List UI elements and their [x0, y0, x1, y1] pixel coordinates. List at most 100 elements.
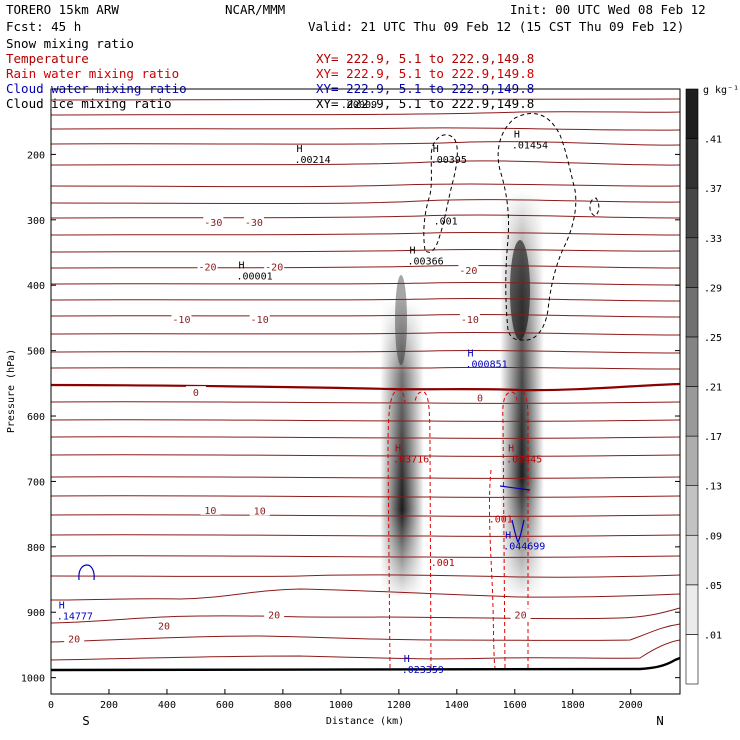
isotherm [51, 495, 680, 498]
isotherm [51, 111, 680, 116]
isotherm-label: 10 [204, 506, 216, 517]
isotherm-label-bg [197, 260, 218, 272]
isotherm [51, 588, 680, 601]
y-tick-label: 700 [27, 477, 45, 488]
colorbar-swatch [685, 336, 699, 387]
terrain-line [51, 656, 680, 672]
header: TORERO 15km ARW NCAR/MMM Init: 00 UTC We… [6, 2, 706, 34]
isotherm [51, 366, 680, 370]
rain-contour [414, 391, 432, 669]
rain-contour [387, 389, 406, 669]
isotherm-label-bg [249, 312, 270, 324]
maximum-value: .01454 [512, 141, 548, 152]
plot-area [51, 98, 680, 672]
x-tick-label: 1400 [445, 700, 469, 711]
isotherm-label-bg [249, 504, 270, 516]
model-title: TORERO 15km ARW [6, 2, 119, 17]
cloud-water-contours [78, 485, 531, 581]
x-tick-label: 1000 [329, 700, 353, 711]
x-tick-label: 800 [274, 700, 292, 711]
isotherm [51, 401, 680, 404]
isotherm-label: -10 [251, 315, 269, 326]
colorbar-swatch [685, 435, 699, 486]
y-tick-label: 1000 [21, 674, 45, 685]
maximum-marker: H [404, 654, 410, 665]
isotherm [51, 297, 680, 302]
snow-core-2 [510, 240, 530, 340]
snow-column-1 [380, 225, 424, 595]
org-title: NCAR/MMM [225, 2, 285, 17]
isotherm-label: -20 [459, 266, 477, 277]
isotherm-label-bg [203, 216, 224, 228]
colorbar-swatch [685, 634, 699, 685]
colorbar-level: .17 [704, 432, 722, 443]
colorbar-level: .33 [704, 234, 722, 245]
maximum-marker: H [433, 144, 439, 155]
isotherm-label: 10 [254, 507, 266, 518]
isotherm [51, 454, 680, 457]
isotherm [51, 127, 680, 131]
north-end-label: N [656, 713, 664, 728]
isotherm-label-bg [469, 391, 490, 403]
isotherm-label-bg [64, 632, 85, 644]
x-axis: 0 200 400 600 800 1000 1200 1400 1600 1800 2000 [48, 689, 643, 711]
isotherm [51, 160, 680, 166]
y-tick-label: 200 [27, 150, 45, 161]
maximum-value: .00001 [237, 271, 273, 282]
field-name-cloud-ice: Cloud ice mixing ratio [6, 96, 172, 111]
isotherm [51, 514, 680, 517]
isotherm-label: 20 [68, 635, 80, 646]
maximum-value: .03716 [393, 454, 429, 465]
colorbar-level: .41 [704, 135, 722, 146]
rain-contours [387, 389, 529, 669]
colorbar-level: .01 [704, 630, 722, 641]
maximum-value: .023359 [402, 665, 444, 676]
x-axis-label: Distance (km) [326, 716, 404, 727]
isotherm-label-bg [154, 619, 175, 631]
maximum-value: .14777 [57, 611, 93, 622]
maximum-marker: H [514, 130, 520, 141]
isotherm [51, 419, 680, 422]
colorbar-swatch [685, 386, 699, 437]
rain-contour [502, 391, 518, 669]
colorbar-unit: g kg⁻¹ [703, 85, 739, 96]
colorbar-swatch [685, 485, 699, 536]
snow-contour [497, 113, 577, 341]
isotherm-label-bg [458, 263, 479, 275]
isotherm [51, 264, 680, 269]
isotherm [51, 555, 680, 558]
colorbar-level: .21 [704, 383, 722, 394]
snow-contour [423, 134, 458, 253]
isotherm-label: 0 [193, 388, 199, 399]
isotherm-label-bg [171, 312, 192, 324]
isotherm [51, 639, 680, 661]
y-tick-label: 800 [27, 543, 45, 554]
isotherm [51, 534, 680, 537]
isotherm [51, 476, 680, 479]
contour-labels: -30 -30 -20 -20 -20 -10 -10 -10 0 0 10 10 20 20 20 20 .0… [57, 100, 548, 676]
y-tick-label: 400 [27, 281, 45, 292]
isotherm [51, 313, 680, 318]
maximum-value: .00366 [408, 256, 444, 267]
colorbar-level: .37 [704, 184, 722, 195]
colorbar-level: .05 [704, 581, 722, 592]
field-xy-temperature: XY= 222.9, 5.1 to 222.9,149.8 [316, 51, 534, 66]
isotherm-label: -10 [461, 315, 479, 326]
x-tick-label: 200 [100, 700, 118, 711]
snow-core-1 [395, 275, 407, 365]
snow-shading [380, 170, 544, 600]
x-tick-label: 0 [48, 700, 54, 711]
isotherm [51, 623, 680, 643]
x-tick-label: 1800 [561, 700, 585, 711]
maximum-marker: H [395, 443, 401, 454]
isotherm [51, 574, 680, 578]
colorbar-level: .25 [704, 333, 722, 344]
isotherm-label: -10 [172, 315, 190, 326]
isotherm-label-bg [200, 503, 221, 515]
cloud-water-contour [511, 519, 525, 544]
isotherm [51, 231, 680, 236]
isotherm [51, 199, 680, 204]
y-axis-label: Pressure (hPa) [6, 349, 17, 433]
